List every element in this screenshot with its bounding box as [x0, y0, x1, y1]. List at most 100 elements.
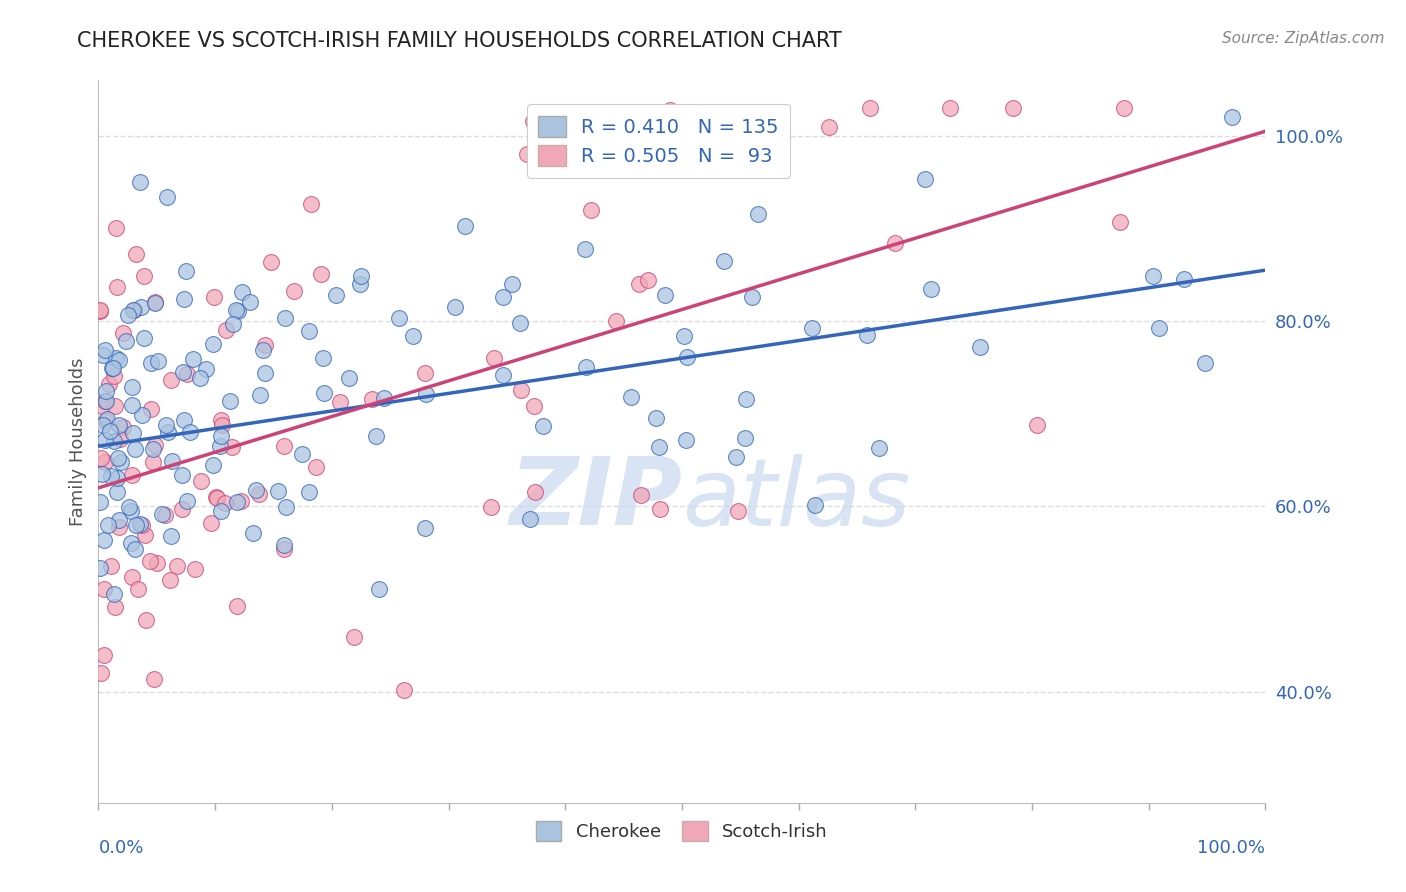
Point [242, 525, 264, 540]
Point [260, 255, 283, 269]
Point [800, 320, 823, 334]
Point [361, 392, 384, 407]
Point [143, 295, 166, 310]
Point [219, 394, 242, 409]
Point [273, 542, 295, 557]
Point [101, 361, 124, 376]
Point [415, 366, 437, 380]
Point [267, 483, 290, 498]
Point [492, 290, 515, 304]
Point [128, 175, 150, 189]
Point [107, 353, 129, 368]
Text: atlas: atlas [682, 454, 910, 545]
Point [105, 485, 128, 500]
Point [173, 293, 195, 307]
Point [131, 409, 153, 423]
Point [156, 189, 179, 203]
Point [90, 399, 112, 413]
Point [574, 242, 596, 256]
Point [368, 582, 391, 596]
Point [523, 399, 546, 413]
Point [103, 368, 125, 383]
Point [1109, 214, 1132, 228]
Point [868, 441, 890, 455]
Point [523, 485, 546, 500]
Point [104, 399, 127, 413]
Point [226, 599, 249, 613]
Point [202, 458, 225, 473]
Point [337, 370, 360, 384]
Point [482, 351, 505, 365]
Point [226, 304, 249, 318]
Point [273, 538, 295, 552]
Point [713, 253, 735, 268]
Point [299, 196, 322, 211]
Point [105, 279, 128, 293]
Point [176, 493, 198, 508]
Point [658, 103, 681, 118]
Point [914, 171, 936, 186]
Point [166, 559, 188, 574]
Text: Source: ZipAtlas.com: Source: ZipAtlas.com [1222, 31, 1385, 46]
Point [94, 414, 117, 428]
Point [413, 521, 436, 535]
Point [91, 348, 114, 362]
Point [1142, 268, 1164, 283]
Point [516, 147, 538, 161]
Point [118, 500, 141, 514]
Point [93, 648, 115, 663]
Point [153, 508, 176, 522]
Point [343, 630, 366, 644]
Point [225, 495, 247, 509]
Point [479, 500, 502, 514]
Point [859, 101, 882, 115]
Point [188, 371, 211, 385]
Point [205, 490, 228, 504]
Point [214, 496, 236, 510]
Point [727, 504, 749, 518]
Point [121, 467, 143, 482]
Point [93, 533, 115, 547]
Point [492, 368, 515, 383]
Point [209, 504, 232, 518]
Point [415, 387, 437, 401]
Point [443, 300, 465, 314]
Point [89, 495, 111, 509]
Legend: Cherokee, Scotch-Irish: Cherokee, Scotch-Irish [529, 814, 835, 848]
Point [142, 454, 165, 468]
Point [1112, 101, 1135, 115]
Point [112, 326, 135, 341]
Point [172, 365, 194, 379]
Point [108, 418, 131, 433]
Point [209, 428, 232, 442]
Point [245, 483, 267, 498]
Text: 100.0%: 100.0% [1198, 838, 1265, 857]
Point [605, 314, 627, 328]
Point [125, 518, 148, 533]
Point [1220, 111, 1243, 125]
Point [1194, 356, 1216, 370]
Point [209, 439, 232, 453]
Point [373, 392, 395, 406]
Point [142, 442, 165, 456]
Point [312, 386, 335, 401]
Point [856, 328, 879, 343]
Point [648, 502, 671, 516]
Point [143, 438, 166, 452]
Text: ZIP: ZIP [509, 453, 682, 545]
Point [392, 682, 415, 697]
Point [283, 284, 305, 298]
Point [202, 290, 225, 304]
Point [121, 380, 143, 394]
Point [298, 324, 321, 338]
Point [121, 398, 143, 412]
Point [111, 420, 134, 434]
Point [735, 392, 758, 406]
Point [211, 417, 233, 432]
Point [150, 508, 173, 522]
Point [143, 296, 166, 310]
Point [89, 304, 111, 318]
Point [120, 504, 142, 518]
Point [93, 582, 115, 596]
Point [156, 425, 179, 440]
